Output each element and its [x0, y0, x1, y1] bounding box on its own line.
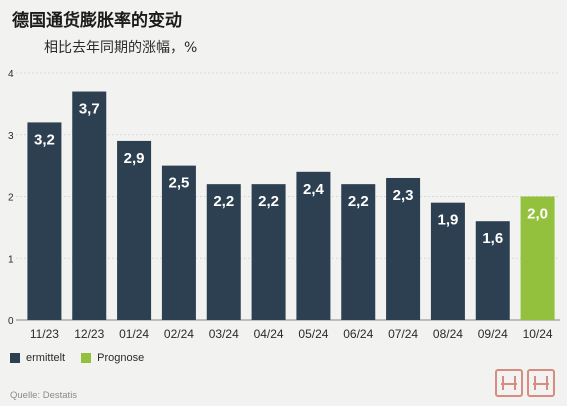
bar-value-label: 2,3: [393, 187, 414, 204]
watermark-logo: [493, 368, 557, 398]
bar-11-23: [27, 122, 62, 321]
legend-swatch-ermittelt: [10, 353, 20, 363]
bar-09-24: [475, 221, 510, 320]
legend-label-ermittelt: ermittelt: [26, 352, 66, 364]
bar-value-label: 2,5: [168, 175, 189, 192]
x-tick-label: 03/24: [209, 327, 239, 341]
x-tick-label: 12/23: [74, 327, 104, 341]
legend: ermittelt Prognose: [10, 352, 144, 364]
legend-label-prognose: Prognose: [97, 352, 145, 364]
bar-value-label: 2,0: [527, 206, 548, 223]
y-tick-label: 4: [8, 69, 14, 80]
x-tick-label: 07/24: [388, 327, 418, 341]
bar-10-24: [520, 196, 555, 320]
bar-value-label: 1,9: [437, 212, 458, 229]
bar-01-24: [117, 140, 152, 320]
chart-subtitle: 相比去年同期的涨幅，%: [44, 40, 198, 56]
x-tick-label: 05/24: [298, 327, 328, 341]
x-tick-label: 11/23: [30, 327, 59, 341]
bar-value-label: 2,2: [213, 193, 234, 210]
chart-title: 德国通货膨胀率的变动: [12, 11, 182, 31]
bar-02-24: [161, 165, 196, 320]
y-tick-label: 3: [8, 131, 14, 142]
watermark-glyph-right: [527, 369, 555, 397]
y-tick-label: 0: [8, 316, 14, 327]
bar-05-24: [296, 171, 331, 320]
x-tick-label: 06/24: [343, 327, 373, 341]
bar-value-label: 3,2: [34, 131, 55, 148]
bar-07-24: [386, 177, 421, 320]
x-tick-label: 01/24: [119, 327, 149, 341]
bar-03-24: [206, 184, 241, 320]
x-tick-label: 10/24: [523, 327, 553, 341]
y-tick-label: 1: [8, 254, 14, 265]
bar-08-24: [430, 202, 465, 320]
legend-item-prognose: Prognose: [81, 352, 144, 364]
bar-12-23: [72, 91, 107, 321]
x-tick-label: 09/24: [478, 327, 508, 341]
bar-value-label: 2,4: [303, 181, 325, 198]
bar-value-label: 2,9: [124, 150, 145, 167]
bar-value-label: 2,2: [348, 193, 369, 210]
bar-06-24: [341, 184, 376, 320]
bar-value-label: 1,6: [482, 230, 503, 247]
y-tick-label: 2: [8, 193, 14, 204]
watermark-glyph-left: [495, 369, 523, 397]
x-tick-label: 04/24: [254, 327, 284, 341]
source-note: Quelle: Destatis: [10, 390, 78, 401]
bar-value-label: 3,7: [79, 101, 100, 118]
legend-item-ermittelt: ermittelt: [10, 352, 65, 364]
x-tick-label: 02/24: [164, 327, 194, 341]
bar-value-label: 2,2: [258, 193, 279, 210]
x-tick-label: 08/24: [433, 327, 463, 341]
bar-04-24: [251, 184, 286, 320]
legend-swatch-prognose: [81, 353, 92, 363]
